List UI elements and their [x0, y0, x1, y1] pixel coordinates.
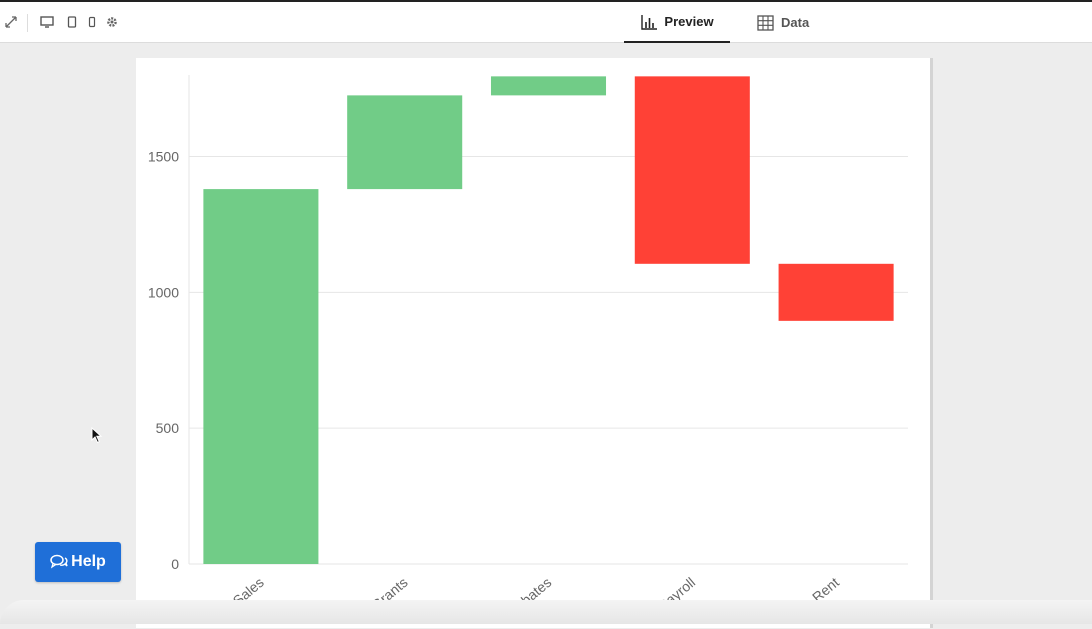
- top-toolbar: Preview Data: [0, 0, 1092, 43]
- help-button-label: Help: [71, 553, 106, 570]
- table-grid-icon: [757, 14, 775, 32]
- bar-sales: [203, 189, 319, 564]
- chart-canvas: 0 500 1000 1500 Sales Grants Rebates Payroll Ren…: [136, 58, 930, 628]
- mobile-icon[interactable]: [85, 15, 99, 29]
- bottom-scroll-shadow: [0, 600, 1092, 624]
- expand-icon[interactable]: [4, 15, 18, 29]
- help-button[interactable]: Help: [35, 542, 121, 582]
- toolbar-divider: [27, 14, 28, 32]
- y-tick-label: 1500: [148, 149, 179, 165]
- y-tick-label: 500: [156, 420, 180, 436]
- bar-chart-icon: [640, 13, 658, 31]
- tab-data[interactable]: Data: [757, 2, 817, 43]
- mouse-cursor-icon: [91, 426, 103, 449]
- bar-grants: [347, 95, 463, 190]
- bar-payroll: [634, 76, 750, 264]
- bar-rent: [778, 263, 894, 321]
- y-tick-label: 0: [171, 556, 179, 572]
- desktop-icon[interactable]: [40, 15, 54, 29]
- tab-preview[interactable]: Preview: [624, 2, 730, 43]
- bar-rebates: [490, 76, 607, 96]
- tab-data-label: Data: [781, 15, 810, 30]
- tab-preview-label: Preview: [664, 14, 714, 29]
- tablet-icon[interactable]: [65, 15, 79, 29]
- gear-icon[interactable]: [105, 15, 119, 29]
- chat-bubbles-icon: [50, 554, 68, 569]
- y-tick-label: 1000: [148, 284, 179, 300]
